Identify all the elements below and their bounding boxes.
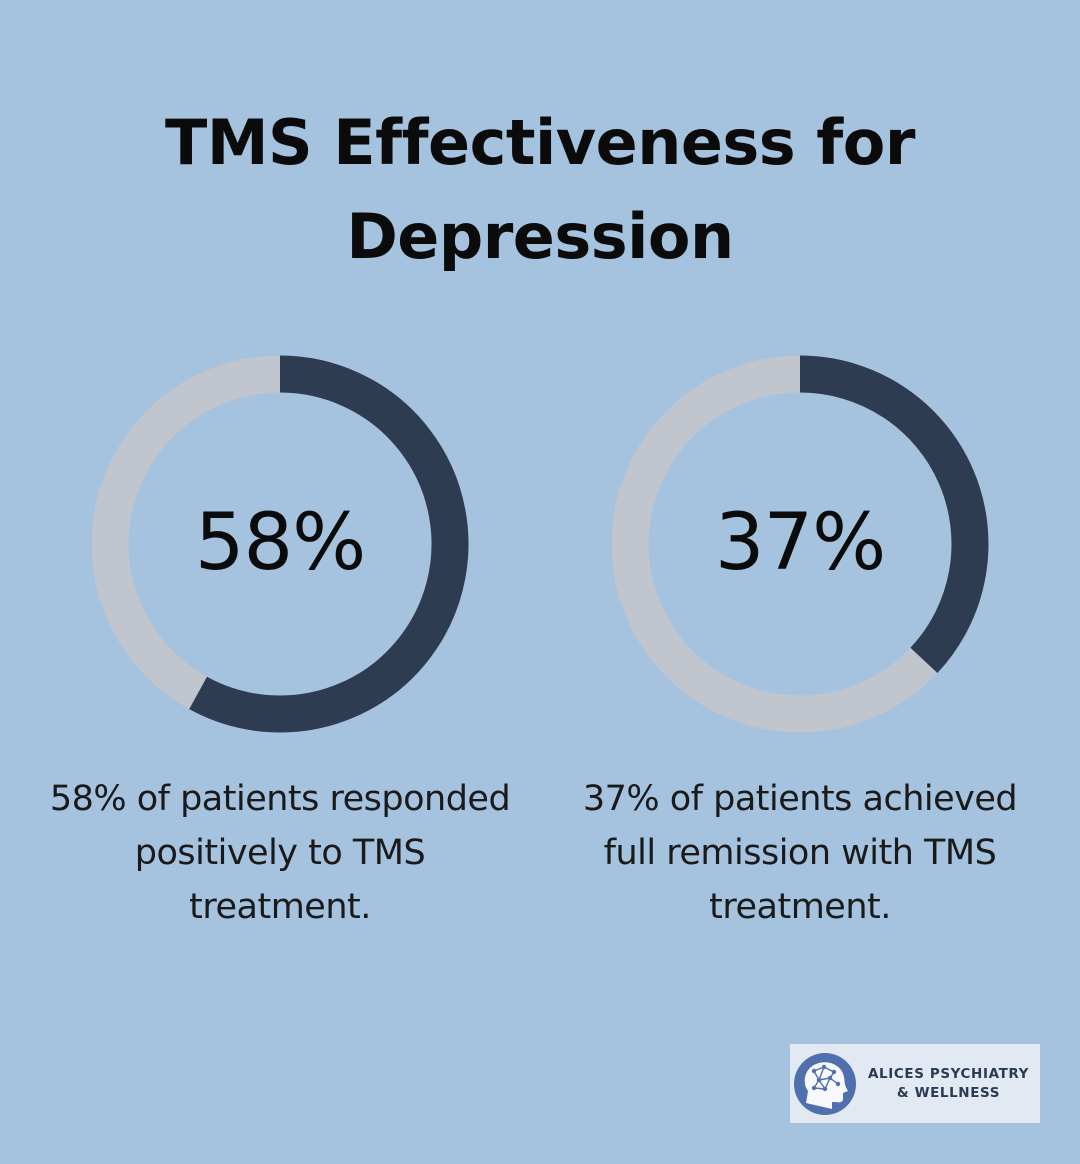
donut-value-arc [799, 355, 989, 674]
caption-remission: 37% of patients achieved full remission … [582, 779, 1018, 927]
donut-value-arc [189, 355, 469, 733]
percent-label: 58% [194, 498, 366, 588]
page-title: TMS Effectiveness for Depression [165, 106, 915, 273]
head-network-icon [794, 1052, 856, 1115]
percent-label: 37% [714, 498, 886, 588]
donut-chart-remission: 37% [610, 355, 990, 735]
caption-responded: 58% of patients responded positively to … [49, 779, 511, 927]
brand-name: ALICES PSYCHIATRY & WELLNESS [868, 1065, 1029, 1103]
brand-logo: ALICES PSYCHIATRY & WELLNESS [790, 1044, 1040, 1123]
donut-svg [611, 355, 989, 733]
brand-name-line1: ALICES PSYCHIATRY [868, 1065, 1030, 1082]
donut-svg [91, 355, 469, 733]
brand-name-line2: & WELLNESS [896, 1084, 1001, 1101]
donut-chart-responded: 58% [90, 355, 470, 735]
